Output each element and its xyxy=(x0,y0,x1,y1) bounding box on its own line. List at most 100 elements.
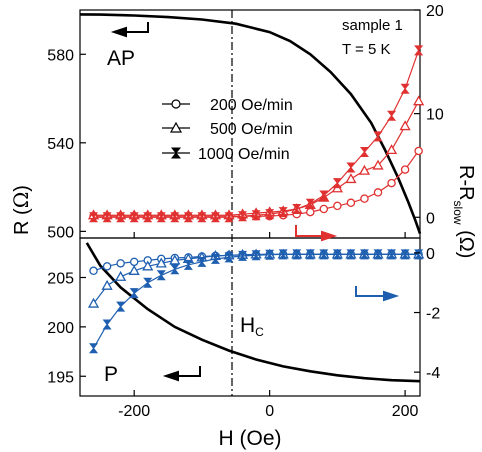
top-circle-point xyxy=(319,204,329,214)
top-hourglass-point xyxy=(305,198,315,209)
bottom-hourglass-point xyxy=(102,319,112,330)
bottom-right-tick-label: 0 xyxy=(426,246,435,263)
legend-text-500: 500 Oe/min xyxy=(210,121,293,138)
bottom-hourglass-point xyxy=(224,252,234,263)
bottom-hourglass-point xyxy=(400,249,410,260)
legend-item-1000: 1000 Oe/min xyxy=(162,146,290,163)
bottom-hourglass-point xyxy=(197,256,207,267)
top-hourglass-point xyxy=(183,212,193,223)
top-triangle-point xyxy=(399,120,411,131)
bottom-hourglass-point xyxy=(278,249,288,260)
x-axis-label: H (Oe) xyxy=(219,427,282,450)
bottom-hourglass-point xyxy=(183,259,193,270)
top-plot-area xyxy=(79,13,425,235)
legend-text-200: 200 Oe/min xyxy=(210,97,293,114)
bottom-hourglass-point xyxy=(170,264,180,275)
top-circle-point xyxy=(387,178,396,188)
top-hourglass-point xyxy=(332,178,342,189)
top-triangle-point xyxy=(358,164,371,175)
bottom-circle-point xyxy=(129,257,139,267)
top-hourglass-point xyxy=(251,210,261,221)
top-hourglass-point xyxy=(156,212,166,223)
bottom-plot-area xyxy=(85,242,425,383)
bottom-hourglass-point xyxy=(359,249,369,260)
bottom-left-tick-label: 200 xyxy=(47,320,74,337)
top-circle-point xyxy=(333,201,342,211)
temperature-label: T = 5 K xyxy=(342,41,391,58)
top-hourglass-point xyxy=(89,212,99,223)
bottom-triangle-point xyxy=(87,297,100,308)
bottom-hourglass-point xyxy=(292,249,302,260)
top-circle-point xyxy=(360,194,369,203)
right-y-axis-label: R-Rslow (Ω) xyxy=(451,165,477,258)
bottom-hourglass-point xyxy=(143,277,153,288)
top-right-tick-label: 20 xyxy=(426,3,444,20)
bottom-triangle-point xyxy=(128,264,140,275)
bottom-hourglass-point xyxy=(210,253,220,264)
top-hourglass-point xyxy=(292,203,302,214)
legend: 200 Oe/min 500 Oe/min 1000 Oe/min xyxy=(162,97,293,163)
top-hourglass-point xyxy=(387,110,397,121)
bottom-hourglass-point xyxy=(251,250,261,261)
bottom-hourglass-point xyxy=(305,249,315,260)
top-hourglass-point xyxy=(224,212,234,223)
top-hourglass-point xyxy=(278,207,288,218)
top-hourglass-point xyxy=(238,211,248,222)
bottom-triangle-point xyxy=(142,260,154,271)
bottom-circle-point xyxy=(102,262,112,271)
bottom-panel-frame xyxy=(79,237,421,397)
bottom-hourglass-point xyxy=(319,249,329,260)
top-right-tick-label: 0 xyxy=(426,210,435,227)
top-right-arrow-icon xyxy=(295,225,338,242)
top-right-tick-label: 10 xyxy=(426,107,444,124)
bottom-hourglass-point xyxy=(238,250,248,261)
bottom-hourglass-point xyxy=(129,288,139,299)
top-circle-point xyxy=(346,198,356,208)
x-tick-label: -200 xyxy=(118,403,150,420)
top-hourglass-point xyxy=(373,131,383,142)
top-triangle-point xyxy=(413,95,425,106)
bottom-right-arrow-icon xyxy=(355,286,400,302)
sample-label: sample 1 xyxy=(342,17,403,34)
top-circle-point xyxy=(414,146,423,156)
legend-hourglass-marker xyxy=(170,147,182,159)
top-circle-point xyxy=(373,188,383,197)
top-hourglass-point xyxy=(102,212,112,223)
bottom-triangle-point xyxy=(115,270,127,281)
bottom-left-tick-label: 195 xyxy=(47,369,74,386)
bottom-hourglass-point xyxy=(89,343,99,354)
top-left-tick-label: 500 xyxy=(47,224,74,241)
bottom-hourglass-point xyxy=(387,249,397,260)
top-hourglass-point xyxy=(210,212,220,223)
top-left-tick-label: 580 xyxy=(47,47,74,64)
bottom-left-tick-label: 205 xyxy=(47,271,74,288)
bottom-hourglass-point xyxy=(346,249,356,260)
bottom-hourglass-point xyxy=(156,270,166,281)
legend-text-1000: 1000 Oe/min xyxy=(198,146,290,163)
top-hourglass-point xyxy=(170,212,180,223)
legend-circle-marker xyxy=(171,99,181,109)
legend-item-500: 500 Oe/min xyxy=(162,121,293,138)
bottom-hourglass-point xyxy=(414,249,424,260)
top-triangle-point xyxy=(385,144,398,155)
bottom-right-tick-label: -2 xyxy=(426,306,440,323)
top-triangle-point xyxy=(345,173,357,184)
bottom-circle-point xyxy=(89,266,98,276)
bottom-hourglass-point xyxy=(265,249,275,260)
x-tick-label: 0 xyxy=(265,403,274,420)
bottom-hourglass-point xyxy=(332,249,342,260)
bottom-triangle-point xyxy=(101,279,113,290)
p-left-arrow-icon xyxy=(162,366,201,382)
ap-left-arrow-icon xyxy=(110,22,149,38)
hc-label: HC xyxy=(240,314,264,339)
ap-state-label: AP xyxy=(107,47,135,70)
x-tick-label: 200 xyxy=(392,403,419,420)
top-triangle-point xyxy=(372,159,384,170)
bottom-hourglass-point xyxy=(116,301,126,312)
top-hourglass-point xyxy=(319,190,329,201)
top-hourglass-point xyxy=(400,83,410,94)
bottom-circle-point xyxy=(116,259,125,268)
legend-item-200: 200 Oe/min xyxy=(162,97,293,114)
top-hourglass-point xyxy=(359,146,369,157)
